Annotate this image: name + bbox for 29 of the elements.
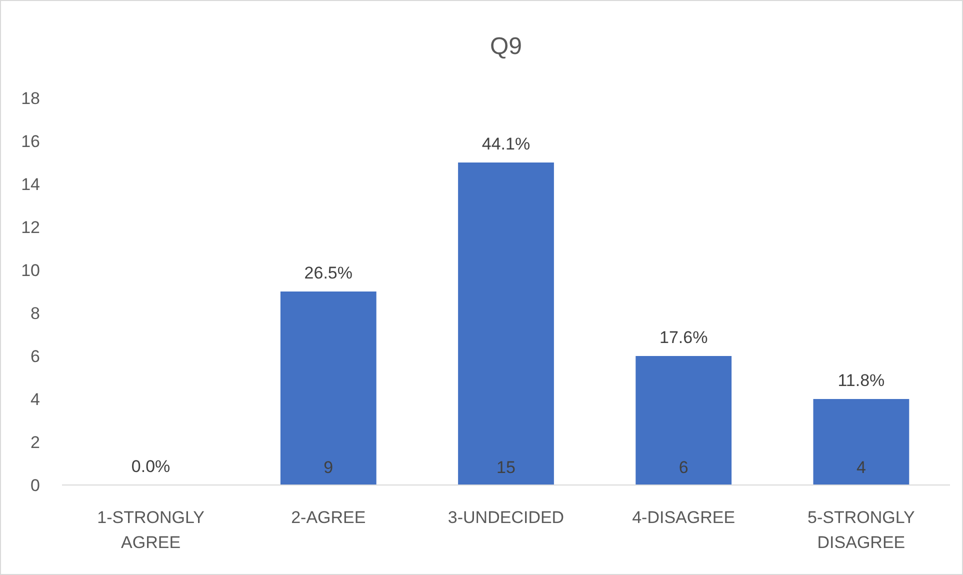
annotation: 44.1% [482, 134, 530, 154]
annotation: 26.5% [304, 264, 352, 282]
chart-title: Q9 [490, 33, 522, 60]
bar [813, 399, 910, 485]
y-tick-label: 16 [21, 132, 40, 151]
y-tick-label: 4 [30, 390, 40, 409]
data-label: 9 [324, 458, 334, 477]
data-label: 6 [678, 458, 688, 477]
annotation: 11.8% [838, 371, 885, 390]
y-tick-label: 0 [30, 476, 40, 495]
y-tick-label: 10 [21, 260, 40, 280]
x-tick-label: 5-STRONGLY DISAGREE [808, 508, 915, 552]
bar [280, 292, 376, 485]
x-tick-label: 4-DISAGREE [632, 508, 736, 527]
bar [458, 162, 554, 485]
y-tick-label: 6 [30, 346, 40, 366]
y-tick-label: 2 [30, 432, 40, 452]
bar [636, 356, 732, 485]
data-label: 4 [856, 458, 866, 477]
x-tick-label: 3-UNDECIDED [448, 508, 564, 527]
y-tick-label: 14 [21, 174, 40, 194]
y-tick-label: 18 [21, 88, 40, 108]
x-tick-label: 2-AGREE [291, 508, 366, 527]
data-label: 15 [496, 458, 516, 477]
y-tick-label: 12 [21, 218, 40, 237]
annotation: 17.6% [660, 328, 708, 347]
y-tick-label: 8 [30, 304, 40, 323]
annotation: 0.0% [131, 457, 170, 476]
x-tick-label: 1-STRONGLY AGREE [97, 508, 204, 552]
